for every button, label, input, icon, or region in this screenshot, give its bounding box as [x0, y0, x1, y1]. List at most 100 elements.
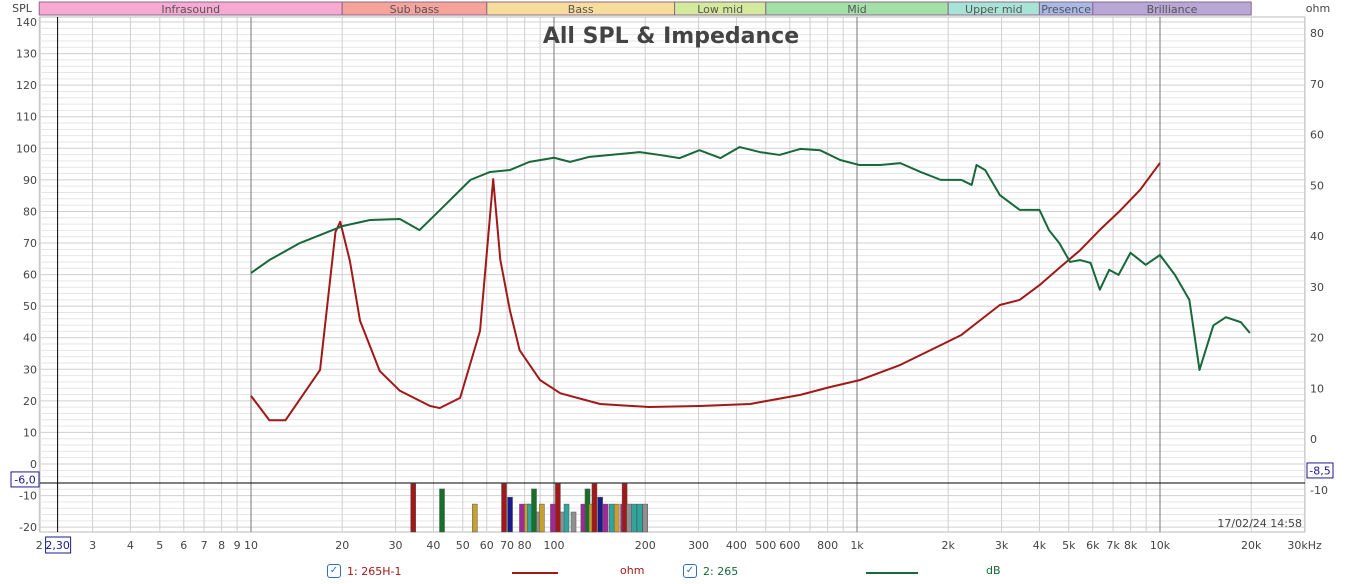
legend-series-2[interactable]: ✓ 2: 265: [683, 564, 738, 578]
x-tick-label: 20: [335, 539, 349, 552]
band-label: Bass: [568, 3, 594, 16]
series-2-swatch: [866, 572, 918, 574]
bar-markers: [410, 483, 648, 533]
left-tick-label: -20: [19, 521, 37, 534]
bar-marker: [501, 483, 507, 533]
x-tick-label: 6k: [1086, 539, 1100, 552]
bar-marker: [613, 503, 620, 533]
series-1-checkbox[interactable]: ✓: [327, 564, 341, 578]
x-tick-label: 5: [156, 539, 163, 552]
right-tick-label: 20: [1310, 332, 1324, 345]
left-tick-label: 130: [16, 48, 37, 61]
bar-marker: [563, 503, 570, 533]
right-tick-label: 70: [1310, 78, 1324, 91]
x-tick-label: 8: [218, 539, 225, 552]
band-label: Presence: [1041, 3, 1091, 16]
x-tick-label: 6: [180, 539, 187, 552]
cursor-left-value-box: [10, 471, 40, 488]
spl-impedance-chart[interactable]: Infrasound Sub bass Bass Low mid Mid Upper mi…: [0, 0, 1355, 560]
x-tick-label: 8k: [1124, 539, 1138, 552]
x-tick-label: 80: [518, 539, 532, 552]
right-tick-label: -10: [1310, 484, 1328, 497]
bar-marker: [410, 483, 416, 533]
left-tick-label: 90: [23, 174, 37, 187]
x-tick-label: 4: [127, 539, 134, 552]
right-tick-label: 40: [1310, 230, 1324, 243]
left-axis-label: SPL: [12, 2, 33, 15]
series-2-checkbox[interactable]: ✓: [683, 564, 697, 578]
x-tick-label: 400: [726, 539, 747, 552]
x-tick-label: 3: [89, 539, 96, 552]
x-tick-label: 70: [500, 539, 514, 552]
right-tick-label: 30: [1310, 281, 1324, 294]
left-tick-label: 120: [16, 79, 37, 92]
right-tick-label: 80: [1310, 27, 1324, 40]
bar-marker: [591, 483, 598, 533]
frequency-bands: Infrasound Sub bass Bass Low mid Mid Upper mi…: [38, 1, 1252, 16]
series-lines: [40, 17, 1305, 532]
right-tick-label: 10: [1310, 382, 1324, 395]
left-tick-label: 10: [23, 426, 37, 439]
left-tick-label: 110: [16, 111, 37, 124]
series-1-label: 1: 265H-1: [347, 564, 402, 578]
bar-marker: [608, 503, 615, 533]
band-label: Low mid: [697, 3, 743, 16]
chart-title: All SPL & Impedance: [543, 24, 799, 49]
x-tick-label: 10: [244, 539, 258, 552]
x-tick-label: 600: [779, 539, 800, 552]
band-brilliance: [1092, 1, 1252, 16]
x-tick-label: 20k: [1241, 539, 1262, 552]
band-label: Upper mid: [965, 3, 1023, 16]
x-tick-label: 50: [456, 539, 470, 552]
cursor-freq-box: [45, 536, 72, 554]
series-line-2: [250, 146, 1251, 371]
right-tick-label: 0: [1310, 433, 1317, 446]
cursor-freq-value: 2,30: [45, 539, 70, 552]
left-tick-label: 60: [23, 269, 37, 282]
series-2-label: 2: 265: [703, 564, 739, 578]
x-tick-label: 30kHz: [1287, 539, 1322, 552]
left-tick-label: 100: [16, 142, 37, 155]
cursor-left-value: -6,0: [14, 473, 35, 486]
right-axis-label: ohm: [1306, 2, 1330, 15]
band-label: Brilliance: [1147, 3, 1198, 16]
x-tick-label: 10k: [1150, 539, 1171, 552]
x-tick-label: 2k: [942, 539, 956, 552]
bar-marker: [637, 503, 643, 533]
series-1-swatch: [512, 572, 558, 574]
left-tick-label: 0: [30, 458, 37, 471]
band-label: Sub bass: [390, 3, 440, 16]
left-tick-label: 20: [23, 395, 37, 408]
bar-marker: [539, 503, 545, 533]
series-line-1: [250, 162, 1161, 422]
x-tick-label: 30: [389, 539, 403, 552]
legend-series-1[interactable]: ✓ 1: 265H-1: [327, 564, 401, 578]
cursor-right-value: -8,5: [1309, 464, 1330, 477]
bar-marker: [570, 511, 577, 533]
x-tick-label: 9: [234, 539, 241, 552]
right-tick-label: 50: [1310, 179, 1324, 192]
left-tick-label: 30: [23, 363, 37, 376]
series-2-unit: dB: [986, 564, 1001, 577]
x-tick-label: 100: [544, 539, 565, 552]
left-tick-label: 70: [23, 237, 37, 250]
x-tick-label: 7k: [1106, 539, 1120, 552]
bar-marker: [507, 496, 513, 533]
axis-labels: 2 3 4 5 6 7 8 9 10 20 30 40 50 60 70 80 100 200 300 400 500 6…: [10, 16, 1334, 554]
bar-marker: [642, 503, 648, 533]
x-tick-label: 200: [635, 539, 656, 552]
band-label: Infrasound: [161, 3, 220, 16]
x-tick-label: 5k: [1062, 539, 1076, 552]
bar-marker: [439, 488, 445, 533]
x-tick-label: 7: [201, 539, 208, 552]
left-tick-label: 80: [23, 205, 37, 218]
x-tick-label: 60: [480, 539, 494, 552]
bar-marker: [555, 483, 561, 533]
bar-marker: [631, 503, 637, 533]
series-1-unit: ohm: [620, 564, 645, 577]
bar-marker: [472, 503, 478, 533]
x-tick-label: 3k: [995, 539, 1009, 552]
bar-marker: [550, 503, 556, 533]
timestamp: 17/02/24 14:58: [1217, 517, 1302, 530]
